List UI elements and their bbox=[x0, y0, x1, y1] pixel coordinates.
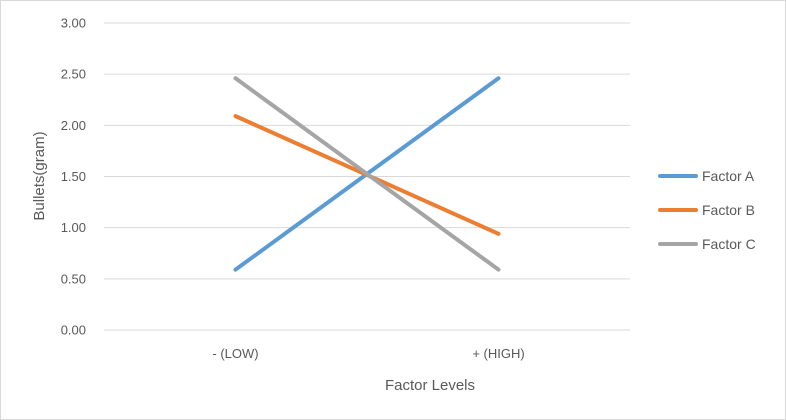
y-axis-title: Bullets(gram) bbox=[31, 131, 48, 220]
y-tick-label: 2.50 bbox=[61, 67, 86, 82]
series-line-factor-c bbox=[233, 76, 501, 272]
x-axis-title: Factor Levels bbox=[385, 377, 475, 394]
y-axis: 0.00 0.50 1.00 1.50 2.00 2.50 3.00 bbox=[61, 16, 86, 338]
gridlines bbox=[104, 22, 630, 331]
legend: Factor A Factor B Factor C bbox=[658, 168, 756, 252]
y-tick-label: 0.00 bbox=[61, 323, 86, 338]
legend-label: Factor A bbox=[702, 168, 755, 184]
x-axis: - (LOW) + (HIGH) bbox=[212, 346, 524, 361]
legend-label: Factor C bbox=[702, 236, 756, 252]
y-tick-label: 2.00 bbox=[61, 118, 86, 133]
y-tick-label: 1.50 bbox=[61, 169, 86, 184]
y-tick-label: 0.50 bbox=[61, 271, 86, 286]
y-tick-label: 3.00 bbox=[61, 16, 86, 31]
x-tick-label: + (HIGH) bbox=[472, 346, 524, 361]
legend-label: Factor B bbox=[702, 202, 755, 218]
x-tick-label: - (LOW) bbox=[212, 346, 258, 361]
y-tick-label: 1.00 bbox=[61, 220, 86, 235]
series-lines bbox=[233, 76, 501, 272]
